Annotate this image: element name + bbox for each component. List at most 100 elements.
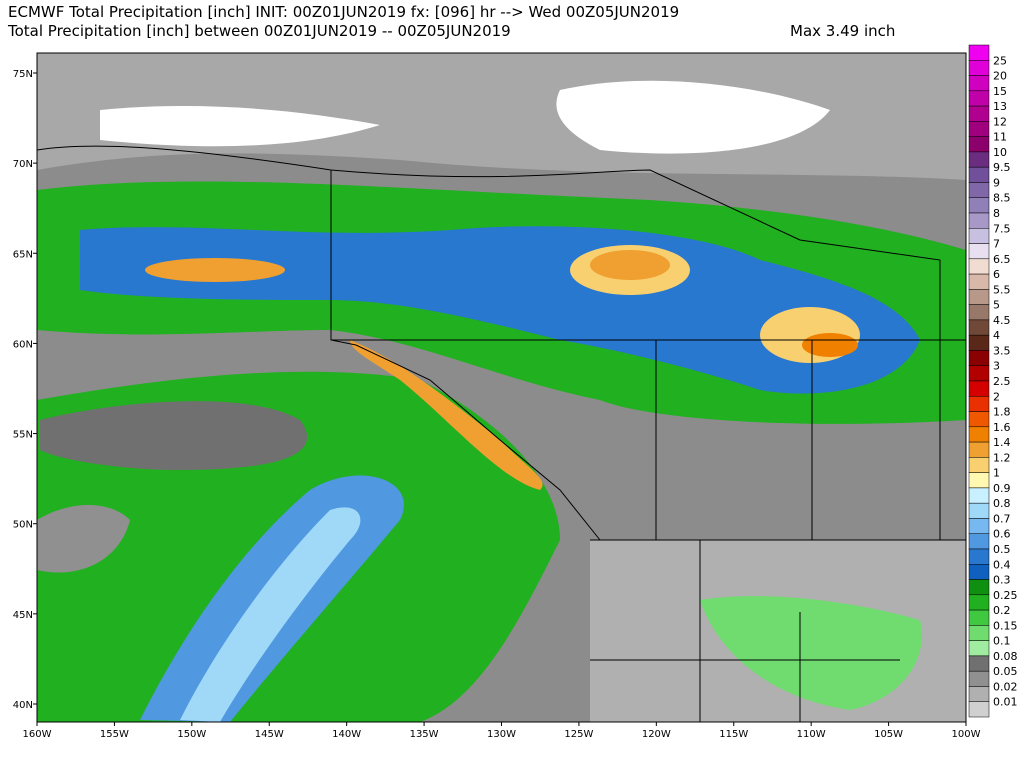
colorbar-label: 0.08: [993, 650, 1018, 663]
colorbar-swatch: [968, 105, 990, 122]
colorbar-swatch: [968, 411, 990, 428]
colorbar-swatch: [968, 44, 990, 61]
colorbar-label: 4.5: [993, 314, 1011, 327]
colorbar-swatch: [968, 548, 990, 565]
colorbar: 252015131211109.598.587.576.565.554.543.…: [968, 44, 1018, 718]
colorbar-label: 20: [993, 70, 1007, 83]
colorbar-label: 8.5: [993, 192, 1011, 205]
colorbar-label: 0.8: [993, 497, 1011, 510]
colorbar-swatch: [968, 396, 990, 412]
colorbar-label: 0.1: [993, 635, 1011, 648]
latitude-label: 60N: [13, 339, 33, 350]
colorbar-label: 1: [993, 467, 1000, 480]
colorbar-label: 2.5: [993, 375, 1011, 388]
colorbar-label: 0.02: [993, 680, 1018, 693]
colorbar-swatch: [968, 701, 990, 718]
colorbar-label: 0.01: [993, 696, 1018, 709]
colorbar-swatch: [968, 304, 990, 321]
colorbar-swatch: [968, 197, 990, 214]
colorbar-label: 6: [993, 268, 1000, 281]
longitude-label: 130W: [487, 729, 516, 740]
colorbar-swatch: [968, 502, 990, 519]
latitude-label: 55N: [13, 430, 33, 441]
colorbar-swatch: [968, 426, 990, 443]
colorbar-swatch: [968, 90, 990, 107]
colorbar-label: 0.15: [993, 619, 1018, 632]
colorbar-swatch: [968, 243, 990, 260]
colorbar-label: 0.9: [993, 482, 1011, 495]
colorbar-label: 0.05: [993, 665, 1018, 678]
latitude-label: 50N: [13, 520, 33, 531]
colorbar-swatch: [968, 60, 990, 76]
colorbar-label: 0.3: [993, 574, 1011, 587]
colorbar-label: 11: [993, 131, 1007, 144]
title-line-2: Total Precipitation [inch] between 00Z01…: [7, 22, 511, 40]
colorbar-label: 25: [993, 54, 1007, 67]
colorbar-label: 7.5: [993, 222, 1011, 235]
max-value: Max 3.49 inch: [790, 22, 895, 40]
longitude-label: 140W: [332, 729, 361, 740]
latitude-label: 65N: [13, 249, 33, 260]
colorbar-swatch: [968, 487, 990, 504]
longitude-label: 105W: [874, 729, 903, 740]
longitude-label: 155W: [100, 729, 129, 740]
colorbar-label: 9.5: [993, 161, 1011, 174]
latitude-label: 70N: [13, 159, 33, 170]
latitude-labels: 75N 70N 65N 60N 55N 50N 45N 40N: [13, 69, 37, 711]
colorbar-swatch: [968, 472, 990, 489]
colorbar-label: 0.6: [993, 528, 1011, 541]
colorbar-label: 1.4: [993, 436, 1011, 449]
colorbar-swatch: [968, 640, 990, 657]
longitude-label: 145W: [255, 729, 284, 740]
colorbar-swatch: [968, 686, 990, 702]
colorbar-label: 7: [993, 238, 1000, 251]
colorbar-swatch: [968, 365, 990, 382]
colorbar-label: 3: [993, 360, 1000, 373]
colorbar-swatch: [968, 457, 990, 473]
colorbar-label: 4: [993, 329, 1000, 342]
colorbar-label: 5: [993, 299, 1000, 312]
colorbar-swatch: [968, 441, 990, 458]
colorbar-swatch: [968, 273, 990, 290]
colorbar-swatch: [968, 594, 990, 611]
colorbar-label: 0.5: [993, 543, 1011, 556]
colorbar-swatch: [968, 289, 990, 305]
colorbar-label: 12: [993, 115, 1007, 128]
colorbar-swatch: [968, 670, 990, 687]
colorbar-swatch: [968, 182, 990, 198]
colorbar-swatch: [968, 518, 990, 534]
longitude-labels: 160W 155W 150W 145W 140W 135W 130W 125W 120W 115W…: [23, 722, 981, 740]
colorbar-label: 6.5: [993, 253, 1011, 266]
colorbar-swatch: [968, 75, 990, 92]
latitude-label: 75N: [13, 69, 33, 80]
colorbar-label: 5.5: [993, 283, 1011, 296]
colorbar-swatch: [968, 319, 990, 336]
colorbar-swatch: [968, 258, 990, 275]
longitude-label: 110W: [797, 729, 826, 740]
longitude-label: 115W: [719, 729, 748, 740]
colorbar-label: 0.2: [993, 604, 1011, 617]
colorbar-swatch: [968, 121, 990, 137]
colorbar-label: 2: [993, 390, 1000, 403]
colorbar-label: 0.4: [993, 558, 1011, 571]
colorbar-label: 1.6: [993, 421, 1011, 434]
colorbar-label: 1.8: [993, 406, 1011, 419]
colorbar-swatch: [968, 151, 990, 168]
longitude-label: 120W: [642, 729, 671, 740]
colorbar-swatch: [968, 655, 990, 672]
longitude-label: 160W: [23, 729, 52, 740]
colorbar-swatch: [968, 136, 990, 153]
colorbar-swatch: [968, 228, 990, 244]
latitude-label: 45N: [13, 610, 33, 621]
colorbar-swatch: [968, 166, 990, 183]
colorbar-swatch: [968, 533, 990, 550]
colorbar-label: 13: [993, 100, 1007, 113]
colorbar-swatch: [968, 609, 990, 626]
colorbar-swatch: [968, 380, 990, 397]
colorbar-label: 0.25: [993, 589, 1018, 602]
colorbar-label: 15: [993, 85, 1007, 98]
colorbar-swatch: [968, 564, 990, 580]
latitude-label: 40N: [13, 700, 33, 711]
colorbar-label: 8: [993, 207, 1000, 220]
